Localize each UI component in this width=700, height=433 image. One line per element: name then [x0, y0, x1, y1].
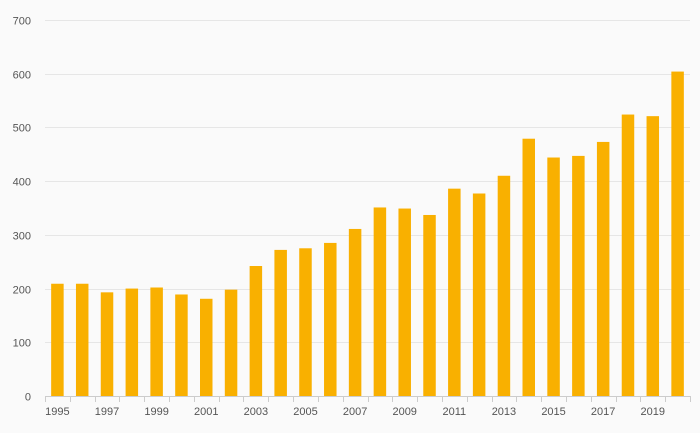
bar-series — [51, 71, 684, 397]
x-tick-label: 2011 — [443, 406, 467, 418]
x-tick-label: 2005 — [293, 406, 317, 418]
bar-2007 — [348, 228, 362, 396]
x-tick-label: 2009 — [392, 406, 416, 418]
x-tick-label: 2007 — [343, 406, 367, 418]
x-axis: 1995 1997 1999 2001 2003 2005 2007 2009 2011 2013… — [45, 396, 691, 418]
bar-2009 — [398, 208, 411, 396]
y-tick-label: 300 — [13, 231, 31, 243]
y-tick-label: 700 — [13, 16, 31, 28]
y-tick-label: 100 — [13, 338, 31, 350]
bar-2005 — [299, 248, 312, 396]
y-tick-label: 600 — [13, 70, 31, 82]
bar-2016 — [572, 155, 585, 396]
y-tick-label: 400 — [13, 177, 31, 189]
x-tick-label: 2019 — [641, 406, 665, 418]
x-tick-label: 1999 — [144, 406, 168, 418]
bar-2002 — [224, 289, 238, 396]
x-tick-label: 1997 — [95, 406, 119, 418]
x-tick-label: 2013 — [492, 406, 516, 418]
x-tick-label: 2017 — [591, 406, 615, 418]
bar-1995 — [51, 283, 64, 396]
bar-1999 — [150, 287, 163, 396]
bar-1997 — [100, 292, 114, 396]
bar-2014 — [522, 138, 535, 396]
bar-2008 — [373, 207, 387, 396]
x-tick-label: 2015 — [541, 406, 565, 418]
x-tick-label: 2001 — [194, 406, 218, 418]
bar-2017 — [596, 141, 610, 396]
bar-2019 — [646, 116, 660, 397]
bar-2018 — [621, 114, 635, 396]
bar-1998 — [125, 288, 139, 396]
bar-2010 — [423, 214, 436, 396]
bar-2020 — [671, 71, 684, 396]
y-tick-label: 200 — [13, 285, 31, 297]
bar-2011 — [448, 188, 461, 396]
x-tick-label: 1995 — [45, 406, 69, 418]
bar-1996 — [75, 283, 89, 396]
bar-2015 — [547, 157, 560, 396]
bar-2013 — [497, 175, 511, 396]
bar-2006 — [324, 242, 337, 396]
y-axis: 0 100 200 300 400 500 600 700 — [13, 16, 31, 404]
grid-lines — [45, 20, 690, 343]
bar-2000 — [175, 294, 188, 396]
y-tick-label: 500 — [13, 123, 31, 135]
bar-2004 — [274, 249, 287, 396]
bar-2012 — [472, 193, 486, 396]
x-tick-label: 2003 — [244, 406, 268, 418]
bar-2003 — [249, 266, 263, 396]
bar-2001 — [200, 298, 213, 396]
y-tick-label: 0 — [25, 392, 31, 404]
